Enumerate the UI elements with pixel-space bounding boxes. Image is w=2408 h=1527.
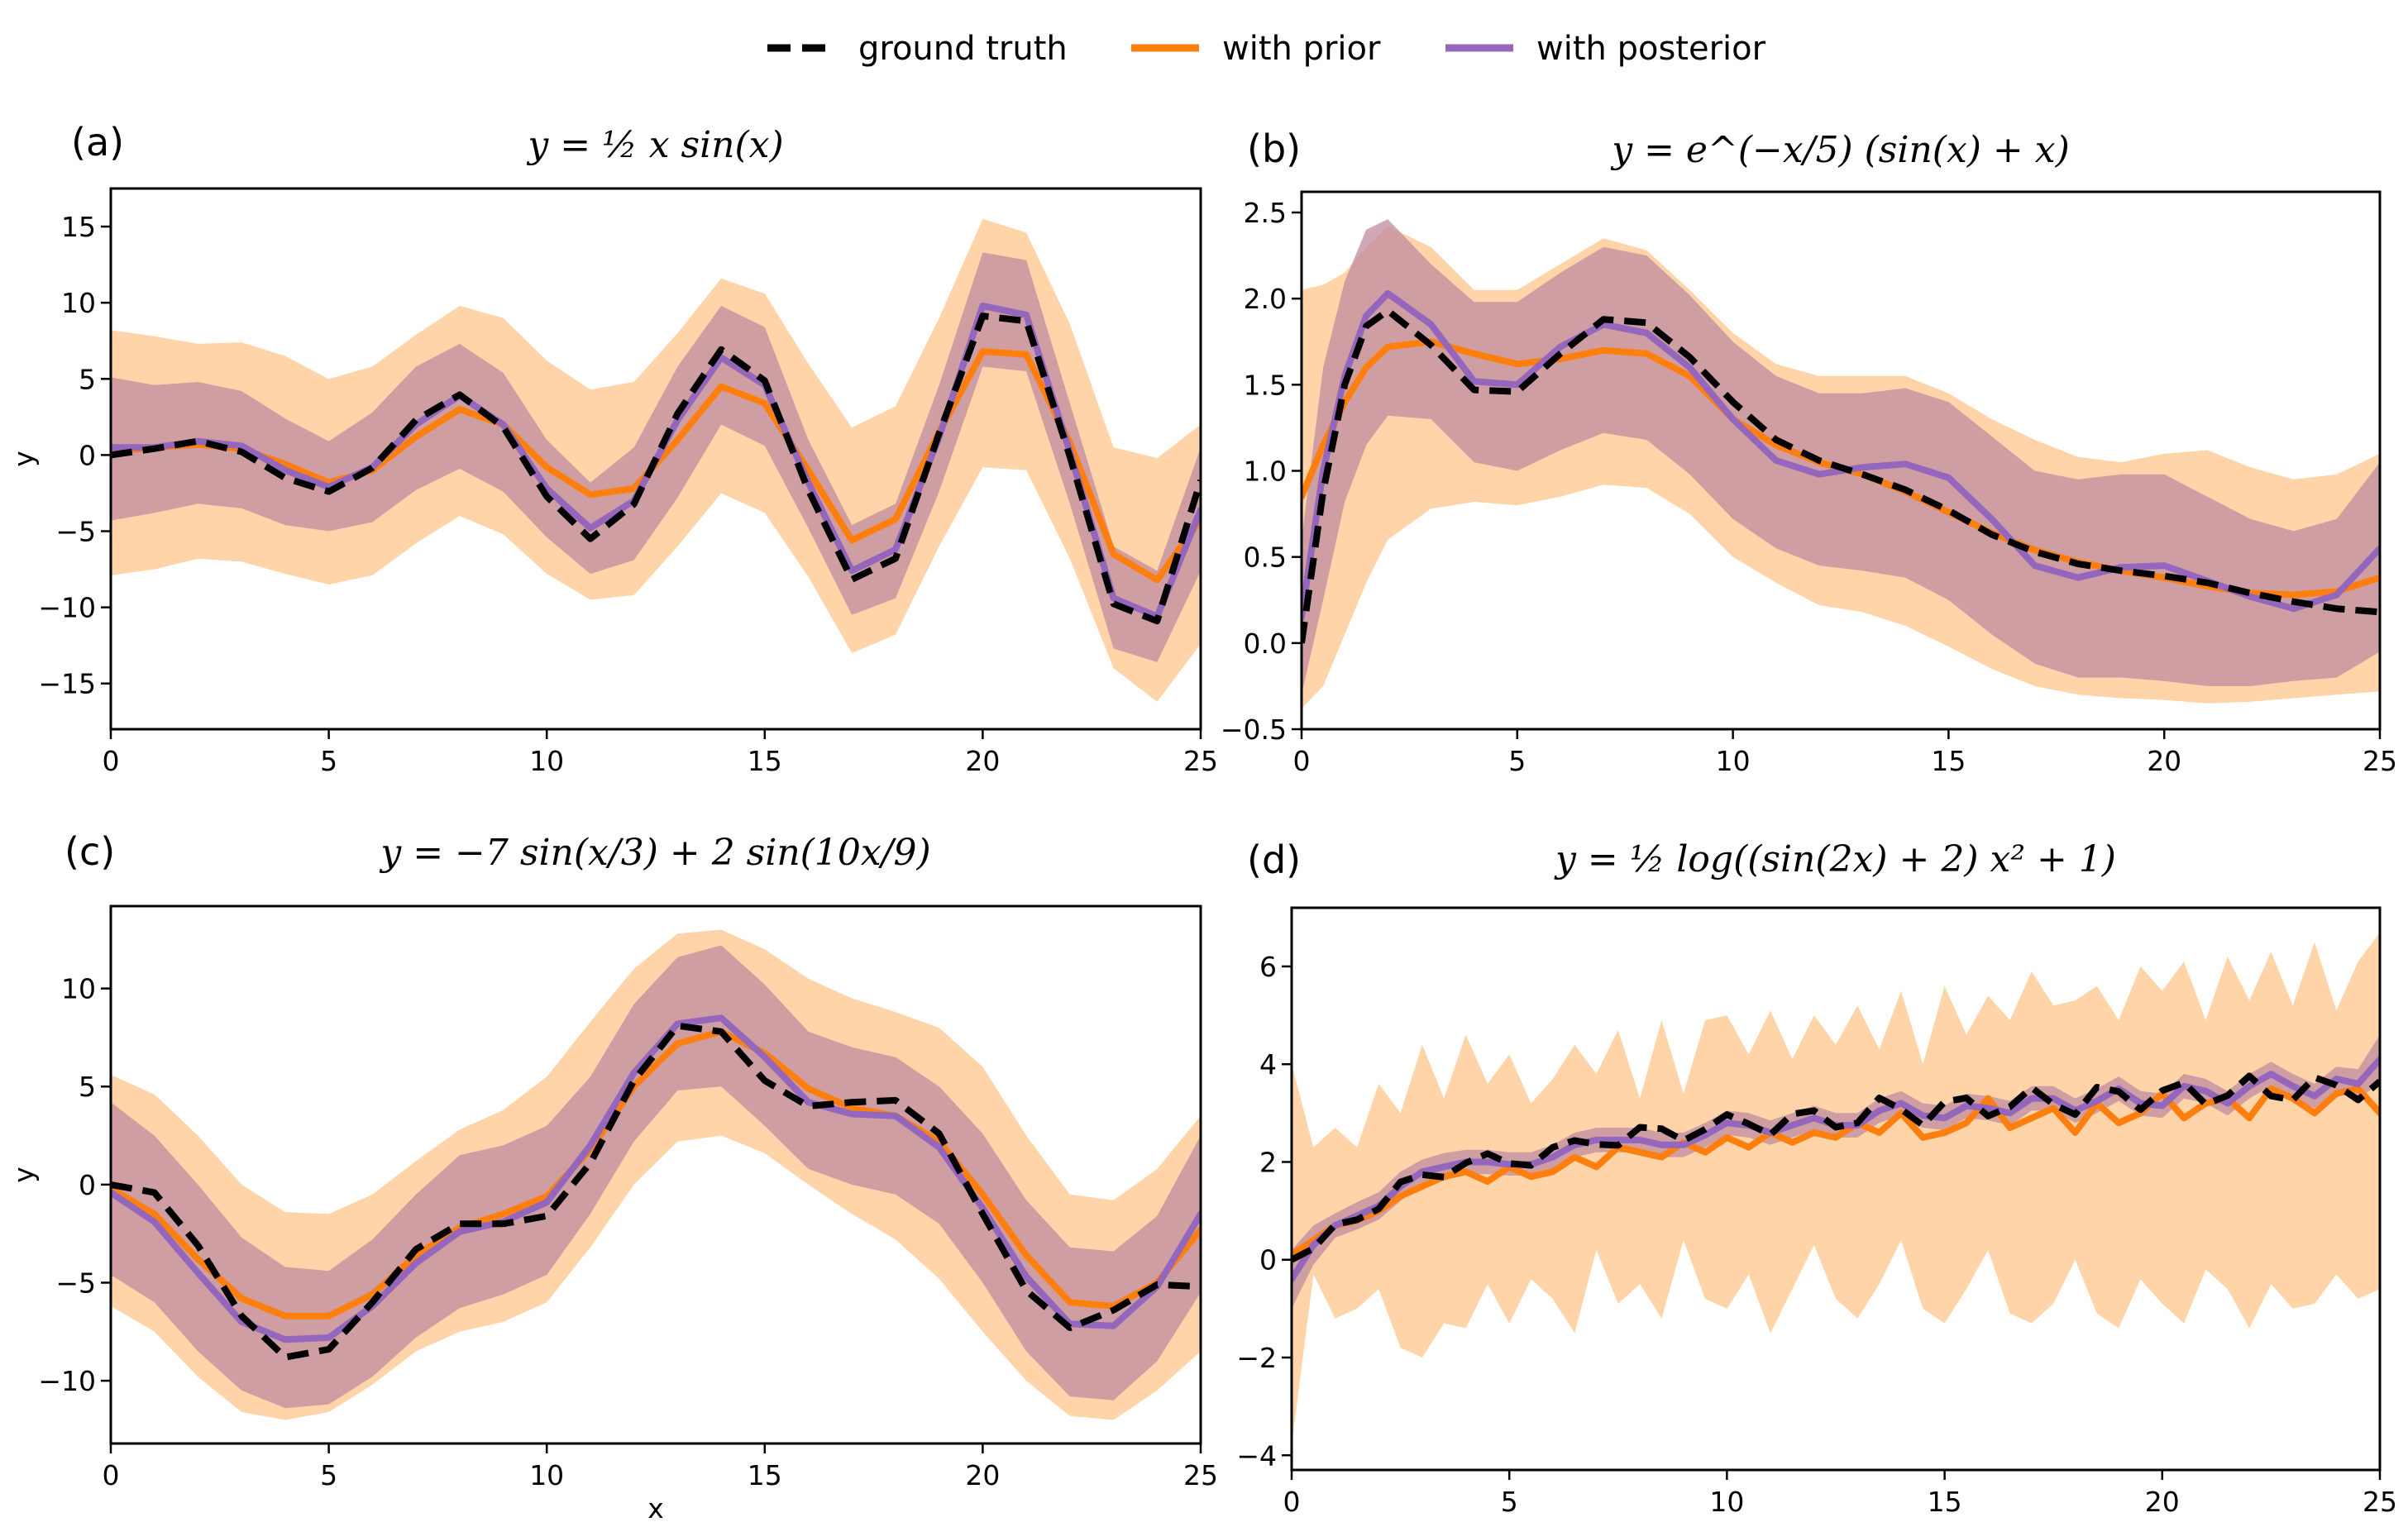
panel-d-xtick-label: 5 [1501, 1486, 1518, 1518]
panel-d-xtick-label: 0 [1283, 1486, 1301, 1518]
panel-c-ylabel: y [7, 1167, 40, 1183]
panel-b-xtick-label: 0 [1293, 745, 1311, 777]
panel-d-xtick-label: 20 [2145, 1486, 2180, 1518]
panel-c-title: y = −7 sin(x/3) + 2 sin(10x/9) [379, 832, 930, 874]
panel-b-ytick-label: 0.0 [1244, 628, 1287, 660]
panel-a-xtick-label: 15 [748, 745, 782, 777]
panel-a-xtick-label: 0 [103, 745, 120, 777]
panel-a-xtick-label: 5 [320, 745, 337, 777]
panel-c-ytick-label: −10 [38, 1365, 96, 1397]
panel-b-xtick-label: 5 [1508, 745, 1526, 777]
panel-b-ytick-label: 0.5 [1244, 542, 1287, 574]
panel-b-ytick-label: 2.5 [1244, 197, 1287, 229]
panel-a: 0 5 10 15 20 25 −15 −10 −5 0 5 10 15 (a) y = ½ x sin(x… [7, 120, 1218, 777]
panel-c-xtick-label: 10 [529, 1459, 564, 1491]
panel-a-xtick-label: 10 [529, 745, 564, 777]
panel-c-ytick-label: 5 [79, 1071, 96, 1103]
panel-c-xtick-label: 5 [320, 1459, 337, 1491]
panel-b-label: (b) [1247, 126, 1301, 171]
legend: ground truth with prior with posterior [767, 30, 1766, 68]
panel-d: 0 5 10 15 20 25 −4 −2 0 2 4 6 (d) y = ½ log((sin(2x) … [1236, 837, 2397, 1527]
panel-a-ytick-label: 10 [61, 287, 96, 319]
panel-c-xtick-label: 15 [748, 1459, 782, 1491]
panel-d-ytick-label: −4 [1236, 1439, 1277, 1472]
panel-d-xtick-label: 25 [2363, 1486, 2397, 1518]
panel-b-ytick-label: 2.0 [1244, 283, 1287, 315]
panel-c-xtick-label: 25 [1183, 1459, 1218, 1491]
panel-c-prior-line [111, 1028, 1201, 1319]
panel-b-title: y = e^(−x/5) (sin(x) + x) [1610, 129, 2070, 171]
panel-a-ytick-label: −15 [38, 668, 96, 700]
panel-d-ytick-label: 0 [1259, 1244, 1277, 1276]
panel-a-title: y = ½ x sin(x) [526, 124, 783, 166]
panel-a-ytick-label: −10 [38, 592, 96, 624]
panel-d-xlabel: x [1828, 1519, 1844, 1527]
panel-c-xlabel: x [647, 1492, 664, 1525]
panel-c-ytick-label: 10 [61, 973, 96, 1005]
panel-d-xtick-label: 15 [1928, 1486, 1962, 1518]
panel-d-title: y = ½ log((sin(2x) + 2) x² + 1) [1554, 838, 2116, 880]
panel-a-ytick-label: −5 [55, 516, 96, 548]
panel-d-ytick-label: 6 [1259, 951, 1277, 983]
panel-b-ytick-label: 1.0 [1244, 456, 1287, 488]
panel-d-ground-truth-line [1292, 1072, 2380, 1263]
legend-label-ground-truth: ground truth [858, 30, 1068, 68]
panel-d-label: (d) [1247, 837, 1301, 882]
panel-b-posterior-line [1302, 289, 2380, 621]
panel-c: 0 5 10 15 20 25 −10 −5 0 5 10 (c) y = −7 sin(x/3) + … [7, 829, 1218, 1525]
panel-d-xtick-label: 10 [1709, 1486, 1744, 1518]
panel-a-ylabel: y [7, 451, 40, 467]
panel-a-plot-area [111, 218, 1201, 702]
panel-a-ytick-label: 0 [79, 439, 96, 471]
panel-d-ytick-label: 2 [1259, 1146, 1277, 1178]
panel-d-ytick-label: 4 [1259, 1048, 1277, 1081]
panel-c-ytick-label: 0 [79, 1169, 96, 1201]
panel-b-ground-truth-line [1302, 307, 2380, 644]
panel-c-ytick-label: −5 [55, 1267, 96, 1299]
panel-d-ytick-label: −2 [1236, 1342, 1277, 1374]
panel-b-plot-area [1302, 219, 2380, 709]
panel-d-frame [1290, 906, 2382, 1472]
panel-d-plot-area [1292, 932, 2380, 1446]
legend-label-posterior: with posterior [1536, 30, 1766, 68]
panel-c-label: (c) [64, 829, 115, 874]
panel-b-ytick-label: −0.5 [1221, 713, 1287, 746]
panel-a-ground-truth-line [111, 313, 1201, 625]
panel-b-xtick-label: 20 [2147, 745, 2181, 777]
panel-c-xtick-label: 0 [103, 1459, 120, 1491]
panel-b-xtick-label: 25 [2363, 745, 2397, 777]
panel-b-ytick-label: 1.5 [1244, 369, 1287, 401]
panel-b-xtick-label: 10 [1716, 745, 1751, 777]
panel-b-frame [1300, 190, 2382, 731]
panel-c-xtick-label: 20 [965, 1459, 1000, 1491]
panel-a-frame [109, 187, 1202, 731]
panel-c-frame [109, 904, 1202, 1445]
panel-c-plot-area [111, 929, 1201, 1420]
legend-label-prior: with prior [1222, 30, 1381, 68]
panel-c-posterior-line [111, 1014, 1201, 1343]
panel-a-ytick-label: 15 [61, 211, 96, 243]
panel-d-prior-line [1292, 1085, 2380, 1258]
panel-a-ytick-label: 5 [79, 363, 96, 395]
panel-a-label: (a) [71, 120, 124, 165]
panel-a-xtick-label: 20 [965, 745, 1000, 777]
panel-c-ground-truth-line [111, 1022, 1201, 1361]
panel-b-xtick-label: 15 [1931, 745, 1966, 777]
panel-d-prior-band [1292, 932, 2380, 1446]
panel-d-posterior-band [1292, 1034, 2380, 1309]
panel-b: 0 5 10 15 20 25 −0.5 0.0 0.5 1.0 1.5 2.0 2.5 (b) y = e… [1221, 126, 2397, 777]
panel-a-xtick-label: 25 [1183, 745, 1218, 777]
